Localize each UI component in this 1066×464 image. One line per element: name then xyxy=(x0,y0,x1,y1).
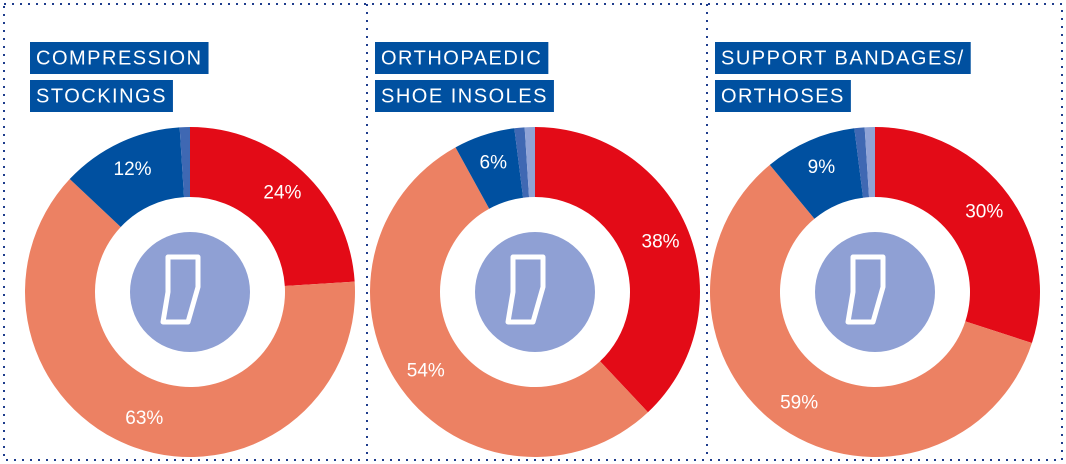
donut-slice xyxy=(190,127,355,287)
donut-slice xyxy=(535,127,700,413)
donut-slice xyxy=(179,127,190,198)
value-label: 6% xyxy=(480,153,508,174)
donut-slice xyxy=(24,179,355,457)
value-label: 30% xyxy=(965,202,1003,223)
icon-badge xyxy=(475,232,595,352)
value-label: 54% xyxy=(407,360,445,381)
value-label: 12% xyxy=(114,159,152,180)
value-label: 59% xyxy=(780,393,818,414)
frame xyxy=(3,3,1063,461)
chart-title: SHOE INSOLES xyxy=(381,85,548,107)
title-box xyxy=(30,80,173,112)
icon-badge xyxy=(815,232,935,352)
donut-slice xyxy=(875,127,1040,343)
donut-slice xyxy=(854,127,870,198)
chart-title: ORTHOSES xyxy=(721,85,845,107)
title-box xyxy=(375,80,554,112)
icon-badge xyxy=(130,232,250,352)
value-label: 24% xyxy=(263,183,301,204)
title-box xyxy=(715,42,971,74)
value-label: 63% xyxy=(125,408,163,429)
donut-slice xyxy=(514,127,530,198)
title-box xyxy=(375,42,549,74)
title-box xyxy=(715,80,851,112)
chart-title: SUPPORT BANDAGES/ xyxy=(721,47,965,69)
value-label: 38% xyxy=(642,231,680,252)
donut-slice xyxy=(370,147,648,457)
title-box xyxy=(30,42,209,74)
donut-slice xyxy=(864,127,875,198)
icon xyxy=(160,254,201,325)
icon xyxy=(505,254,546,325)
chart-title: COMPRESSION xyxy=(36,47,203,69)
value-label: 9% xyxy=(808,157,836,178)
donut-slice xyxy=(524,127,535,198)
donut-slice xyxy=(709,164,1032,458)
donut-slice xyxy=(769,128,864,219)
donut-slice xyxy=(455,128,524,209)
donut-slice xyxy=(69,127,185,227)
icon xyxy=(845,254,886,325)
chart-title: ORTHOPAEDIC xyxy=(381,47,542,69)
chart-title: STOCKINGS xyxy=(36,85,167,107)
